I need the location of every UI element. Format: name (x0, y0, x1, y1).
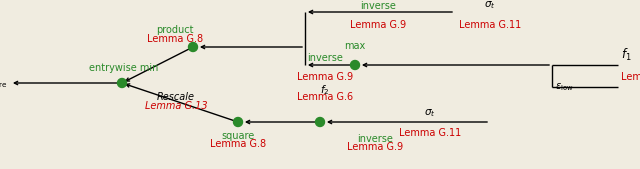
Text: max: max (344, 41, 365, 51)
Text: Rescale: Rescale (157, 92, 195, 102)
Text: Lemma G.8: Lemma G.8 (147, 34, 203, 44)
Text: inverse: inverse (357, 134, 393, 144)
Text: $\mathcal{T}_{\mathrm{score}}$: $\mathcal{T}_{\mathrm{score}}$ (0, 76, 8, 90)
Text: $f_1$: $f_1$ (621, 47, 632, 63)
Text: $f_2$: $f_2$ (320, 83, 330, 97)
Text: Lemma G.9: Lemma G.9 (297, 72, 353, 82)
Text: inverse: inverse (307, 53, 343, 63)
Circle shape (316, 117, 324, 127)
Text: Lemma G.6: Lemma G.6 (297, 92, 353, 102)
Text: $\sigma_t$: $\sigma_t$ (484, 0, 496, 11)
Text: Lemma G.8: Lemma G.8 (210, 139, 266, 149)
Text: Lemma G.13: Lemma G.13 (145, 101, 207, 111)
Text: entrywise min: entrywise min (90, 63, 159, 73)
Text: Lemma G.9: Lemma G.9 (350, 20, 406, 30)
Text: Lemma G.9: Lemma G.9 (347, 142, 403, 152)
Text: Lemma G.11: Lemma G.11 (399, 128, 461, 138)
Circle shape (118, 78, 127, 88)
Text: Lemma G.11: Lemma G.11 (459, 20, 521, 30)
Text: $\epsilon_{\mathrm{low}}$: $\epsilon_{\mathrm{low}}$ (555, 81, 573, 93)
Text: product: product (156, 25, 194, 35)
Circle shape (351, 61, 360, 69)
Text: Lemma G.5: Lemma G.5 (621, 72, 640, 82)
Circle shape (189, 42, 198, 52)
Text: square: square (221, 131, 255, 141)
Circle shape (234, 117, 243, 127)
Text: inverse: inverse (360, 1, 396, 11)
Text: $\sigma_t$: $\sigma_t$ (424, 107, 436, 119)
